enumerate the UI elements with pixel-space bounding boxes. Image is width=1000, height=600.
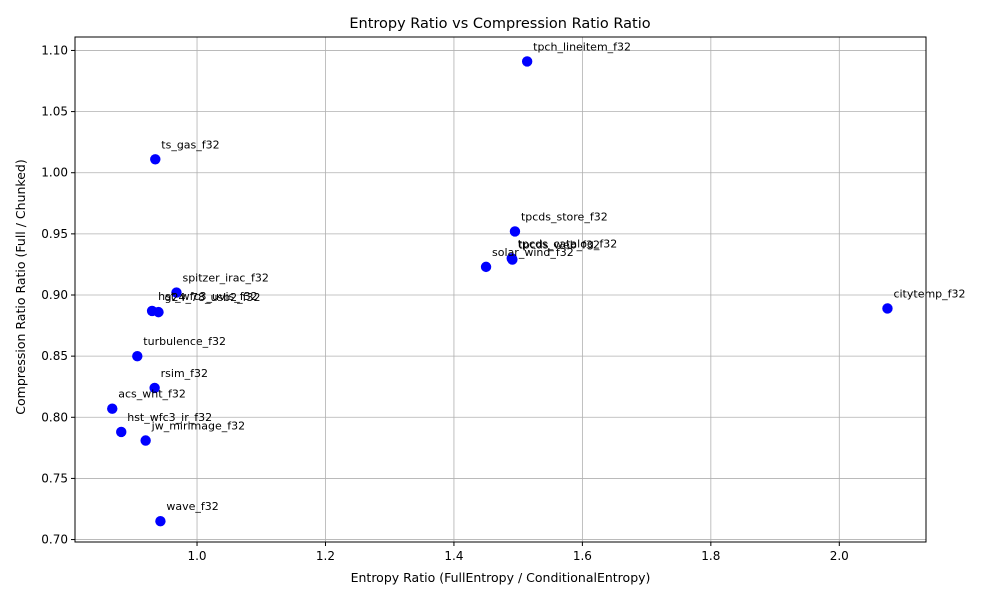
data-point-label: citytemp_f32: [893, 287, 965, 300]
y-tick-label: 0.95: [41, 227, 68, 241]
data-point-label: hst_wfc3_ir_f32: [127, 411, 212, 424]
x-tick-label: 1.2: [316, 549, 335, 563]
y-tick-label: 1.05: [41, 105, 68, 119]
plot-frame: [74, 36, 927, 543]
data-point: [882, 303, 893, 314]
data-point-label: wave_f32: [166, 500, 218, 513]
data-point-label: jw_mirimage_f32: [151, 420, 245, 433]
data-point: [509, 226, 521, 237]
data-point: [150, 154, 161, 165]
point-labels: tpch_lineitem_f32 ts_gas_f32 tpcds_store_f…: [118, 40, 965, 513]
data-point-label: tpcds_catalog_f32: [518, 237, 618, 250]
x-axis-label: Entropy Ratio (FullEntropy / Conditional…: [351, 570, 651, 585]
x-tick-label: 1.0: [187, 549, 206, 563]
data-point: [107, 403, 118, 414]
data-point-label: rsim_f32: [161, 367, 208, 380]
x-tick-label: 1.4: [444, 549, 463, 563]
data-point: [132, 350, 143, 362]
data-point-label: tpcds_web_f32: [518, 239, 600, 252]
data-point-label: turbulence_f32: [143, 335, 226, 348]
data-point: [480, 261, 492, 273]
data-point: [507, 254, 518, 265]
data-point-label: g24_78_usb2_f32: [164, 291, 260, 304]
y-tick-label: 0.80: [41, 410, 68, 424]
data-point-label: acs_wht_f32: [118, 388, 186, 401]
x-axis-ticks: 1.0 1.2 1.4 1.6 1.8 2.0: [187, 542, 849, 563]
y-tick-label: 0.75: [41, 471, 68, 485]
x-tick-label: 2.0: [830, 549, 849, 563]
data-point-label: ts_gas_f32: [161, 138, 219, 151]
data-point-label: tpcds_store_f32: [521, 210, 608, 223]
chart-title: Entropy Ratio vs Compression Ratio Ratio: [349, 16, 650, 32]
data-point: [171, 287, 182, 298]
y-tick-label: 1.10: [41, 43, 68, 57]
y-tick-label: 0.90: [41, 288, 68, 302]
x-tick-label: 1.6: [573, 549, 592, 563]
y-tick-label: 0.70: [41, 533, 68, 547]
data-point: [521, 56, 533, 67]
data-point: [153, 306, 164, 318]
data-point-label: solar_wind_f32: [492, 246, 574, 259]
y-axis-label: Compression Ratio Ratio (Full / Chunked): [13, 159, 28, 414]
data-point-label: hst_wfc3_uvis_f32: [158, 290, 258, 303]
x-tick-label: 1.8: [701, 549, 720, 563]
data-point-label: tpch_lineitem_f32: [533, 40, 631, 53]
grid: [75, 37, 926, 542]
data-point: [149, 382, 160, 394]
y-tick-label: 1.00: [41, 166, 68, 180]
data-points: [107, 56, 893, 527]
data-point-label: spitzer_irac_f32: [182, 272, 268, 285]
y-tick-label: 0.85: [41, 349, 68, 363]
y-axis-ticks: 0.70 0.75 0.80 0.85 0.90 0.95 1.00 1.05 1.10: [41, 43, 75, 547]
data-point: [140, 435, 151, 446]
data-point: [116, 426, 127, 438]
data-point: [155, 516, 166, 527]
